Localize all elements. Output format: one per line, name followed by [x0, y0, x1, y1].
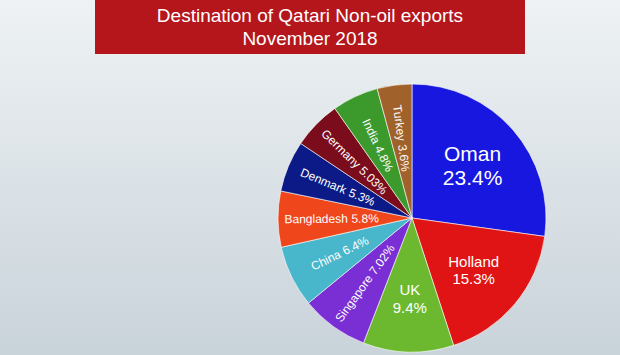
slice-label: China6.4%	[309, 233, 371, 273]
category-label: Singapore	[332, 272, 376, 325]
slice	[412, 84, 546, 236]
category-label: UK	[399, 281, 420, 298]
chart: Destination of Qatari Non-oil exportsNov…	[0, 0, 620, 355]
labels: Oman23.4%Holland15.3%UK9.4%Singapore7.02…	[284, 104, 502, 325]
value-label: 6.4%	[340, 233, 371, 258]
category-label: Oman	[444, 142, 501, 165]
title-banner	[95, 0, 525, 54]
slice-label: UK9.4%	[393, 281, 427, 315]
value-label: 3.6%	[395, 144, 413, 173]
value-label: 5.8%	[351, 211, 379, 225]
slice-label: India4.8%	[359, 117, 396, 175]
value-label: 23.4%	[443, 166, 503, 189]
slice-label: Turkey 3.6%	[390, 104, 413, 173]
value-label: 15.3%	[452, 270, 495, 287]
value-label: 7.02%	[366, 241, 397, 277]
category-label: India	[359, 117, 383, 147]
category-label: Denmark	[298, 165, 349, 197]
slice-label: Bangladesh5.8%	[284, 211, 379, 226]
category-label: Holland	[448, 253, 499, 270]
subtitle: November 2018	[242, 28, 377, 49]
slice-label: Singapore7.02%	[332, 241, 398, 324]
category-label: Turkey	[390, 104, 409, 142]
title: Destination of Qatari Non-oil exports	[157, 5, 463, 26]
category-label: China	[309, 247, 344, 273]
background	[0, 0, 620, 355]
value-label: 4.8%	[372, 143, 396, 174]
slice-label: Oman23.4%	[443, 142, 503, 189]
slice-label: Holland15.3%	[448, 253, 499, 287]
category-label: Germany	[318, 127, 363, 172]
pie	[278, 84, 546, 352]
value-label: 9.4%	[393, 299, 427, 316]
category-label: Bangladesh	[284, 212, 348, 227]
